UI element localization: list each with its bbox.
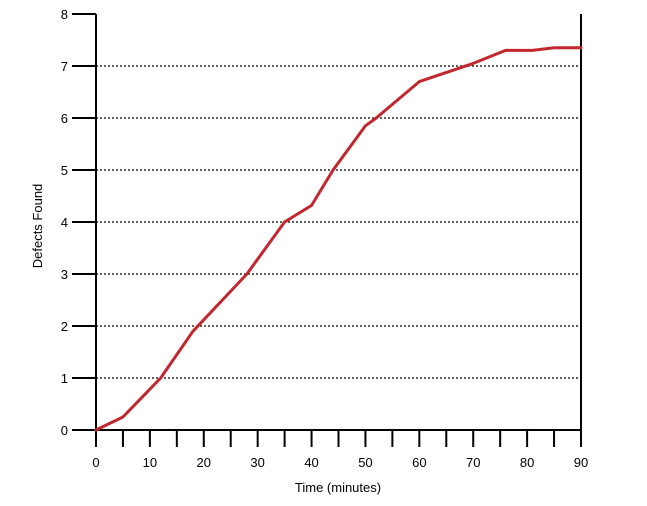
x-tick-label-20: 20 <box>197 455 211 470</box>
y-tick-label-0: 0 <box>61 423 68 438</box>
y-axis-title: Defects Found <box>30 184 45 269</box>
y-tick-label-6: 6 <box>61 111 68 126</box>
x-tick-label-10: 10 <box>143 455 157 470</box>
x-axis-title: Time (minutes) <box>295 480 381 495</box>
x-tick-label-40: 40 <box>304 455 318 470</box>
x-tick-label-80: 80 <box>520 455 534 470</box>
y-tick-label-8: 8 <box>61 7 68 22</box>
y-tick-label-7: 7 <box>61 59 68 74</box>
y-tick-label-1: 1 <box>61 371 68 386</box>
series-line-0 <box>94 46 583 432</box>
y-tick-label-4: 4 <box>61 215 68 230</box>
y-tick-label-3: 3 <box>61 267 68 282</box>
x-tick-label-60: 60 <box>412 455 426 470</box>
x-ticks <box>72 13 582 447</box>
y-tick-label-2: 2 <box>61 319 68 334</box>
x-tick-label-0: 0 <box>92 455 99 470</box>
y-tick-label-5: 5 <box>61 163 68 178</box>
series-lines <box>94 46 583 432</box>
x-tick-label-70: 70 <box>466 455 480 470</box>
x-tick-labels: 0 10 20 30 40 50 60 70 80 90 <box>92 455 588 470</box>
x-tick-label-90: 90 <box>574 455 588 470</box>
x-tick-label-50: 50 <box>358 455 372 470</box>
gridlines <box>96 65 581 379</box>
y-tick-labels: 0 1 2 3 4 5 6 7 8 <box>61 7 68 438</box>
x-tick-label-30: 30 <box>250 455 264 470</box>
